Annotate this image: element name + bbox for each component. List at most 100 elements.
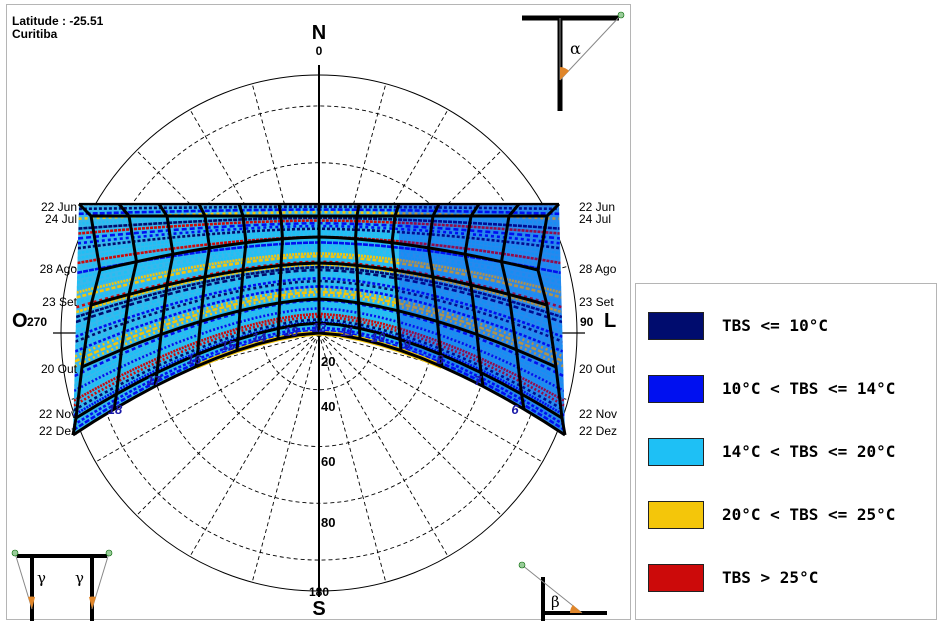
gamma-symbol-right: γ bbox=[75, 569, 84, 587]
protractor-icons: α γ γ β bbox=[11, 11, 625, 621]
date-label-right: 22 Nov bbox=[579, 407, 617, 421]
legend-swatch bbox=[648, 501, 704, 529]
legend-swatch bbox=[648, 375, 704, 403]
hour-line bbox=[390, 203, 403, 351]
hour-label: 15 bbox=[221, 338, 236, 353]
hour-label: 18 bbox=[108, 402, 123, 417]
beta-angle-icon bbox=[569, 605, 582, 613]
hour-line bbox=[426, 203, 444, 367]
azimuth-label-north: 0 bbox=[316, 44, 323, 58]
azimuth-line bbox=[95, 332, 320, 463]
hour-line bbox=[276, 203, 285, 339]
hour-line bbox=[194, 203, 212, 367]
compass-south: S bbox=[312, 598, 325, 620]
hour-line bbox=[153, 203, 175, 387]
altitude-label: 20 bbox=[321, 354, 335, 369]
hour-label: 14 bbox=[252, 330, 267, 345]
temperature-stripe bbox=[74, 284, 564, 353]
beta-symbol: β bbox=[551, 593, 560, 611]
temperature-stripe bbox=[77, 238, 561, 270]
azimuth-line bbox=[189, 332, 320, 557]
overhang-icon bbox=[617, 11, 625, 19]
temperature-stripe bbox=[76, 252, 562, 294]
altitude-label: 60 bbox=[321, 454, 335, 469]
gamma-angle-icon bbox=[28, 596, 35, 609]
hour-line bbox=[463, 203, 485, 387]
legend-swatch bbox=[648, 438, 704, 466]
date-label-right: 28 Ago bbox=[579, 262, 617, 276]
hour-line bbox=[71, 202, 102, 436]
compass-west: O bbox=[12, 310, 28, 332]
legend-label: TBS <= 10°C bbox=[722, 316, 828, 335]
azimuth-line bbox=[136, 332, 320, 516]
hour-line bbox=[499, 203, 526, 410]
azimuth-line bbox=[251, 332, 320, 583]
date-label-left: 23 Set bbox=[42, 295, 77, 309]
date-label-left: 20 Out bbox=[41, 362, 78, 376]
compass-east: L bbox=[604, 310, 616, 332]
sun-path-curves bbox=[71, 202, 567, 437]
hour-label: 12 bbox=[312, 320, 327, 335]
overhang-icon bbox=[559, 14, 622, 81]
hour-line bbox=[112, 203, 139, 410]
gamma-angle-icon bbox=[89, 596, 96, 609]
date-label-right: 24 Jul bbox=[579, 212, 611, 226]
legend-item: TBS > 25°C bbox=[648, 560, 933, 596]
legend-label: TBS > 25°C bbox=[722, 568, 819, 587]
azimuth-line bbox=[318, 332, 543, 463]
legend-item: TBS <= 10°C bbox=[648, 308, 933, 344]
hour-label: 11 bbox=[340, 324, 354, 339]
legend-item: 20°C < TBS <= 25°C bbox=[648, 497, 933, 533]
legend-label: 20°C < TBS <= 25°C bbox=[722, 505, 896, 524]
hour-label: 8 bbox=[436, 352, 444, 367]
temperature-stripe bbox=[77, 235, 561, 265]
alpha-angle-icon bbox=[560, 67, 569, 80]
hour-line bbox=[235, 203, 248, 351]
legend-swatch bbox=[648, 312, 704, 340]
hour-label: 17 bbox=[147, 373, 162, 388]
altitude-label: 40 bbox=[321, 399, 335, 414]
legend-item: 14°C < TBS <= 20°C bbox=[648, 434, 933, 470]
city-label: Curitiba bbox=[12, 27, 58, 41]
legend-item: 10°C < TBS <= 14°C bbox=[648, 371, 933, 407]
gamma-symbol-left: γ bbox=[37, 569, 46, 587]
temperature-stripe bbox=[76, 249, 562, 289]
date-label-right: 20 Out bbox=[579, 362, 616, 376]
alpha-symbol: α bbox=[570, 39, 581, 58]
hour-label: 9 bbox=[403, 337, 411, 352]
compass-north: N bbox=[312, 22, 326, 44]
date-label-left: 28 Ago bbox=[40, 262, 78, 276]
date-label-right: 22 Dez bbox=[579, 424, 617, 438]
date-label-left: 22 Dez bbox=[39, 424, 77, 438]
hour-label: 16 bbox=[187, 352, 202, 367]
hour-label: 6 bbox=[511, 402, 519, 417]
azimuth-label-west: 270 bbox=[27, 315, 47, 329]
hour-label: 13 bbox=[284, 324, 299, 339]
legend-panel: TBS <= 10°C 10°C < TBS <= 14°C 14°C < TB… bbox=[635, 283, 937, 620]
fin-icon bbox=[105, 549, 113, 557]
legend-label: 14°C < TBS <= 20°C bbox=[722, 442, 896, 461]
date-label-left: 22 Jun bbox=[41, 200, 77, 214]
legend-swatch bbox=[648, 564, 704, 592]
temperature-stripe bbox=[74, 287, 564, 358]
temperature-stripe bbox=[73, 315, 565, 407]
azimuth-label-south: 180 bbox=[309, 585, 329, 599]
hour-label: 7 bbox=[474, 373, 482, 388]
date-label-right: 23 Set bbox=[579, 295, 614, 309]
fin-icon bbox=[11, 549, 19, 557]
azimuth-line bbox=[318, 332, 449, 557]
azimuth-label-east: 90 bbox=[580, 315, 594, 329]
hour-label: 10 bbox=[371, 330, 386, 345]
hour-line bbox=[353, 203, 362, 339]
sun-path-chart-panel: Latitude : -25.51 Curitiba N 0 180 S O 270 90 L… bbox=[6, 4, 631, 621]
hour-line bbox=[536, 202, 567, 436]
azimuth-line bbox=[318, 332, 387, 583]
date-label-right: 22 Jun bbox=[579, 200, 615, 214]
side-fin-icon bbox=[518, 561, 526, 569]
latitude-label: Latitude : -25.51 bbox=[12, 14, 104, 28]
date-label-left: 22 Nov bbox=[39, 407, 77, 421]
legend-label: 10°C < TBS <= 14°C bbox=[722, 379, 896, 398]
temperature-stripe bbox=[75, 274, 563, 334]
